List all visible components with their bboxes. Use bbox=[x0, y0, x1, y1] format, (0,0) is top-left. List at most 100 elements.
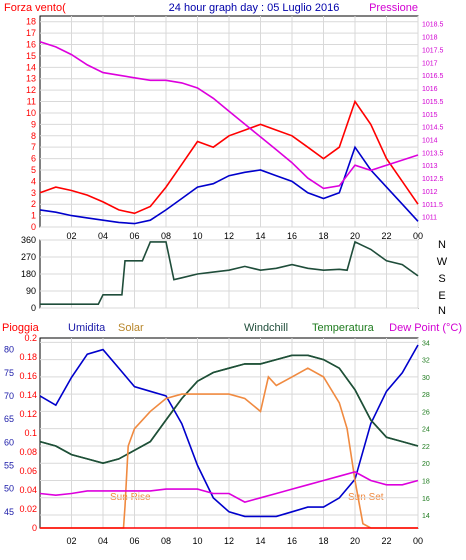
direction-label-w: W bbox=[437, 256, 448, 268]
hour-tick-bottom-10: 10 bbox=[192, 536, 202, 546]
temp-axis-tick-32: 32 bbox=[422, 358, 430, 365]
series-solar bbox=[40, 367, 418, 529]
hour-tick-bottom-04: 04 bbox=[98, 536, 108, 546]
series-direction bbox=[40, 240, 419, 306]
rain-axis-tick-0.04: 0.04 bbox=[19, 485, 37, 495]
temp-axis-tick-18: 18 bbox=[422, 479, 430, 486]
humidity-axis-tick-45: 45 bbox=[4, 507, 14, 517]
wind-axis-tick-18: 18 bbox=[26, 17, 36, 27]
direction-axis-tick-360: 360 bbox=[21, 235, 36, 245]
hour-tick-bottom-02: 02 bbox=[66, 536, 76, 546]
direction-axis-tick-90: 90 bbox=[26, 286, 36, 296]
direction-label-n-top: N bbox=[438, 239, 446, 251]
hour-tick-bottom-14: 14 bbox=[255, 536, 265, 546]
wind-axis-tick-14: 14 bbox=[26, 62, 36, 72]
wind-axis-tick-3: 3 bbox=[31, 188, 36, 198]
wind-axis-tick-9: 9 bbox=[31, 119, 36, 129]
hour-tick-top-22: 22 bbox=[381, 231, 391, 241]
hour-tick-top-00: 00 bbox=[413, 231, 423, 241]
pressure-axis-tick-1016.5: 1016.5 bbox=[422, 73, 444, 80]
temperature-label: Temperatura bbox=[312, 322, 375, 334]
temp-axis-tick-14: 14 bbox=[422, 513, 430, 520]
wind-axis-tick-2: 2 bbox=[31, 199, 36, 209]
direction-label-e: E bbox=[438, 290, 445, 302]
rain-axis-tick-0.14: 0.14 bbox=[19, 390, 37, 400]
hour-tick-top-04: 04 bbox=[98, 231, 108, 241]
solar-label: Solar bbox=[118, 322, 144, 334]
humidity-axis-tick-75: 75 bbox=[4, 368, 14, 378]
hour-tick-bottom-12: 12 bbox=[224, 536, 234, 546]
wind-axis-tick-17: 17 bbox=[26, 28, 36, 38]
pressure-axis-tick-1011: 1011 bbox=[422, 215, 437, 222]
wind-axis-tick-15: 15 bbox=[26, 51, 36, 61]
direction-axis-tick-0: 0 bbox=[31, 303, 36, 313]
hour-tick-bottom-18: 18 bbox=[318, 536, 328, 546]
humidity-axis-tick-70: 70 bbox=[4, 391, 14, 401]
graph-title: 24 hour graph day : 05 Luglio 2016 bbox=[169, 2, 340, 14]
pressure-label: Pressione bbox=[369, 2, 418, 14]
wind-axis-tick-10: 10 bbox=[26, 108, 36, 118]
hour-tick-top-12: 12 bbox=[224, 231, 234, 241]
rain-axis-tick-0.06: 0.06 bbox=[19, 466, 37, 476]
temp-axis-tick-16: 16 bbox=[422, 496, 430, 503]
wind-speed-label: Forza vento( bbox=[4, 2, 66, 14]
rain-axis-tick-0.2: 0.2 bbox=[24, 333, 37, 343]
rain-axis-tick-0.1: 0.1 bbox=[24, 428, 37, 438]
rain-axis-tick-0.02: 0.02 bbox=[19, 504, 37, 514]
pressure-axis-tick-1011.5: 1011.5 bbox=[422, 202, 443, 209]
temp-axis-tick-20: 20 bbox=[422, 461, 430, 468]
rain-axis-tick-0.08: 0.08 bbox=[19, 447, 37, 457]
temp-axis-tick-24: 24 bbox=[422, 427, 430, 434]
wind-axis-tick-5: 5 bbox=[31, 165, 36, 175]
series-windchill bbox=[39, 354, 419, 465]
rain-axis-tick-0.18: 0.18 bbox=[19, 352, 37, 362]
hour-tick-bottom-20: 20 bbox=[350, 536, 360, 546]
temp-axis-tick-34: 34 bbox=[422, 340, 430, 347]
pressure-axis-tick-1013.5: 1013.5 bbox=[422, 150, 444, 157]
humidity-axis-tick-65: 65 bbox=[4, 414, 14, 424]
wind-axis-tick-13: 13 bbox=[26, 74, 36, 84]
wind-axis-tick-7: 7 bbox=[31, 142, 36, 152]
temp-axis-tick-22: 22 bbox=[422, 444, 430, 451]
humidity-axis-tick-60: 60 bbox=[4, 437, 14, 447]
hour-tick-bottom-00: 00 bbox=[413, 536, 423, 546]
pressure-axis-tick-1016: 1016 bbox=[422, 86, 438, 93]
axes-layer: 0202040406060808101012121414161618182020… bbox=[4, 17, 444, 546]
grid-layer bbox=[40, 16, 419, 528]
humidity-axis-tick-50: 50 bbox=[4, 484, 14, 494]
rain-axis-tick-0: 0 bbox=[32, 523, 37, 533]
rain-label: Pioggia bbox=[2, 322, 40, 334]
hour-tick-bottom-16: 16 bbox=[287, 536, 297, 546]
hour-tick-top-10: 10 bbox=[192, 231, 202, 241]
direction-label-s: S bbox=[438, 273, 445, 285]
dew-point-label: Dew Point (°C) bbox=[389, 322, 462, 334]
humidity-axis-tick-80: 80 bbox=[4, 345, 14, 355]
pressure-axis-tick-1012.5: 1012.5 bbox=[422, 176, 444, 183]
direction-axis-tick-270: 270 bbox=[21, 252, 36, 262]
wind-axis-tick-4: 4 bbox=[31, 176, 36, 186]
series-pressure bbox=[39, 40, 419, 190]
rain-axis-tick-0.16: 0.16 bbox=[19, 371, 37, 381]
hour-tick-bottom-08: 08 bbox=[161, 536, 171, 546]
hour-tick-top-16: 16 bbox=[287, 231, 297, 241]
hour-tick-top-18: 18 bbox=[318, 231, 328, 241]
hour-tick-bottom-06: 06 bbox=[129, 536, 139, 546]
humidity-label: Umidita bbox=[68, 322, 106, 334]
pressure-axis-tick-1015: 1015 bbox=[422, 112, 438, 119]
pressure-axis-tick-1012: 1012 bbox=[422, 189, 438, 196]
wind-axis-tick-12: 12 bbox=[26, 85, 36, 95]
pressure-axis-tick-1017: 1017 bbox=[422, 60, 438, 67]
pressure-axis-tick-1018: 1018 bbox=[422, 35, 438, 42]
wind-axis-tick-0: 0 bbox=[31, 222, 36, 232]
pressure-axis-tick-1014: 1014 bbox=[422, 138, 438, 145]
pressure-axis-tick-1013: 1013 bbox=[422, 163, 438, 170]
direction-axis-tick-180: 180 bbox=[21, 269, 36, 279]
series-dew bbox=[39, 471, 419, 503]
pressure-axis-tick-1018.5: 1018.5 bbox=[422, 22, 444, 29]
pressure-axis-tick-1015.5: 1015.5 bbox=[422, 99, 444, 106]
series-gust bbox=[39, 99, 419, 215]
series-layer bbox=[39, 40, 419, 529]
temp-axis-tick-30: 30 bbox=[422, 375, 430, 382]
